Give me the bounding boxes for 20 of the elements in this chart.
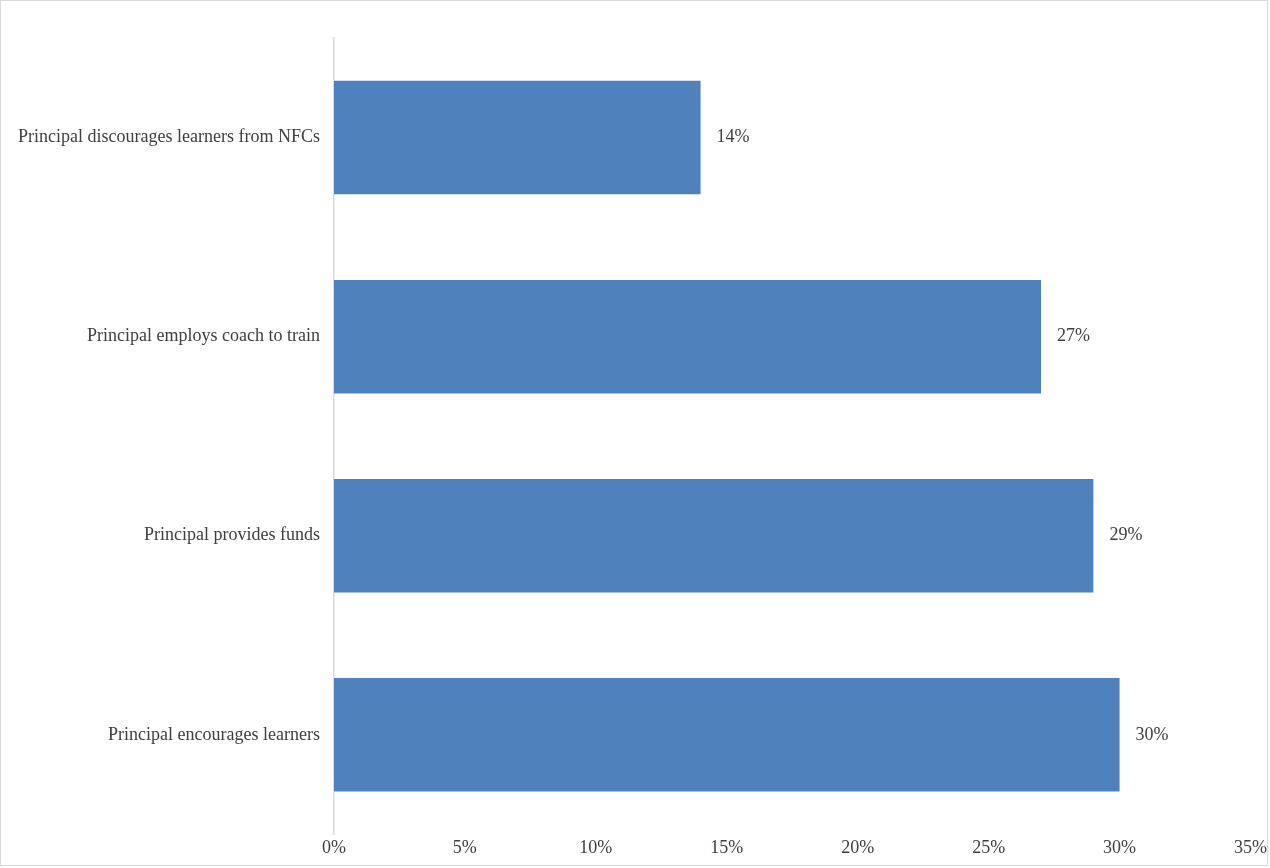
x-tick-label: 35% xyxy=(1234,836,1267,857)
data-label: 29% xyxy=(1109,524,1143,545)
x-tick-label: 20% xyxy=(841,836,875,857)
x-tick-label: 0% xyxy=(321,836,346,857)
x-tick-label: 25% xyxy=(972,836,1006,857)
data-label: 30% xyxy=(1135,723,1169,744)
x-tick-label: 5% xyxy=(452,836,477,857)
data-label: 14% xyxy=(716,126,750,147)
x-tick-label: 10% xyxy=(579,836,613,857)
y-tick-label: Principal employs coach to train xyxy=(86,325,320,346)
bar xyxy=(333,479,1094,593)
y-tick-label: Principal provides funds xyxy=(143,524,320,545)
y-tick-label: Principal encourages learners xyxy=(108,723,320,744)
bar xyxy=(333,678,1120,792)
data-label: 27% xyxy=(1057,325,1090,346)
bar xyxy=(333,80,701,195)
x-tick-label: 30% xyxy=(1103,836,1137,857)
y-tick-label: Principal discourages learners from NFCs xyxy=(17,126,320,147)
bar xyxy=(333,279,1041,394)
x-tick-label: 15% xyxy=(710,836,744,857)
